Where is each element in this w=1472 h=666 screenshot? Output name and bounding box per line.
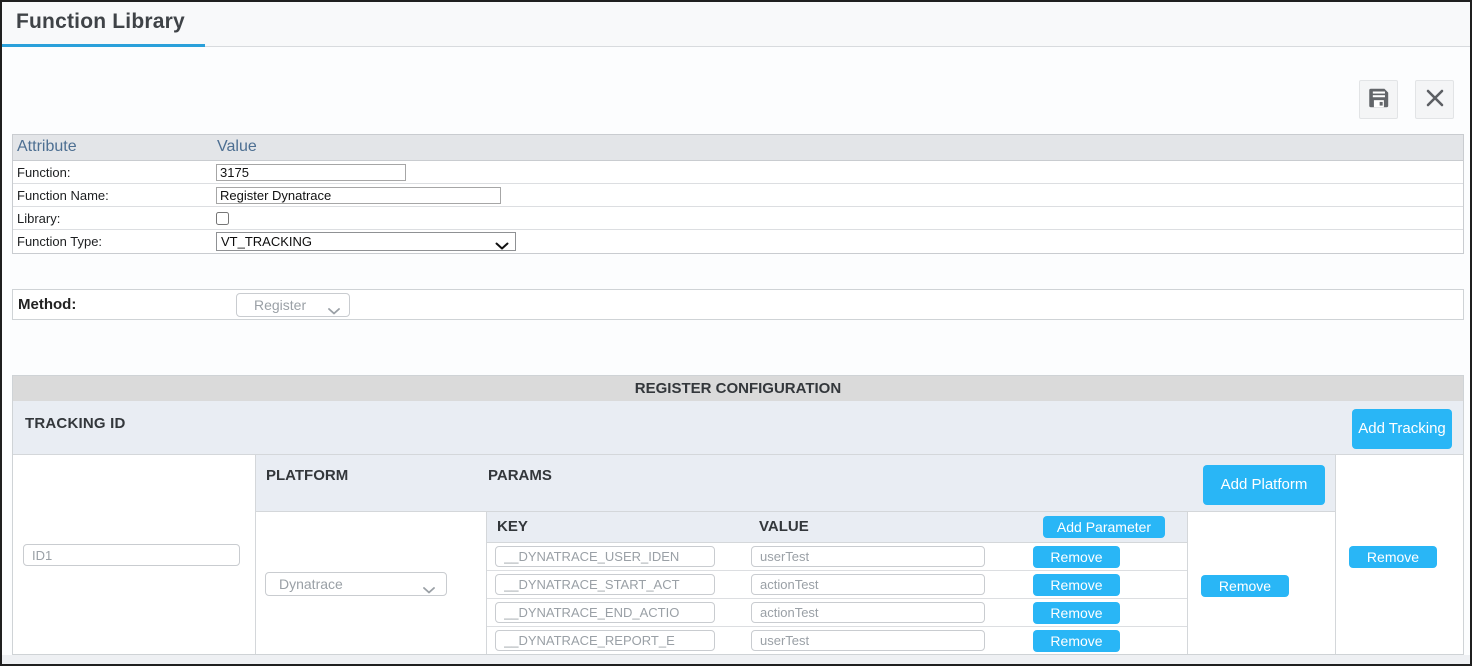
platform-remove-cell: Remove bbox=[1188, 512, 1336, 654]
remove-platform-button[interactable]: Remove bbox=[1201, 575, 1289, 597]
title-bar: Function Library bbox=[2, 2, 1470, 47]
param-row: Remove bbox=[487, 599, 1187, 627]
remove-parameter-button[interactable]: Remove bbox=[1033, 602, 1120, 624]
tracking-id-field[interactable] bbox=[23, 544, 240, 566]
param-key-field[interactable] bbox=[495, 574, 715, 595]
function-type-value: VT_TRACKING bbox=[221, 234, 313, 249]
param-value-field[interactable] bbox=[751, 602, 985, 623]
param-key-field[interactable] bbox=[495, 630, 715, 651]
close-button[interactable] bbox=[1415, 80, 1454, 119]
register-configuration-title: REGISTER CONFIGURATION bbox=[13, 376, 1463, 401]
param-row: Remove bbox=[487, 543, 1187, 571]
function-type-select[interactable]: VT_TRACKING bbox=[216, 232, 516, 251]
register-configuration-section: REGISTER CONFIGURATION TRACKING ID Add T… bbox=[12, 375, 1464, 655]
attributes-table-header: Attribute Value bbox=[13, 135, 1463, 161]
platform-block: PLATFORM PARAMS Add Platform Dynatrace bbox=[256, 455, 1336, 654]
function-type-label: Function Type: bbox=[17, 234, 103, 249]
function-id-field[interactable] bbox=[216, 163, 406, 181]
function-label: Function: bbox=[17, 164, 71, 180]
tracking-id-cell bbox=[13, 455, 256, 654]
chevron-down-icon bbox=[328, 302, 340, 318]
tracking-row: PLATFORM PARAMS Add Platform Dynatrace bbox=[13, 455, 1463, 654]
library-checkbox[interactable] bbox=[216, 211, 229, 225]
platform-select-value: Dynatrace bbox=[279, 576, 343, 592]
param-row: Remove bbox=[487, 571, 1187, 599]
table-row-library: Library: bbox=[13, 207, 1463, 230]
params-column-header: PARAMS bbox=[488, 467, 552, 484]
chevron-down-icon bbox=[423, 581, 435, 597]
params-table-header: KEY VALUE Add Parameter bbox=[487, 512, 1187, 543]
platform-row: Dynatrace KEY VALUE Add Parameter bbox=[256, 512, 1335, 654]
save-button[interactable] bbox=[1359, 80, 1398, 119]
remove-parameter-button[interactable]: Remove bbox=[1033, 574, 1120, 596]
function-name-field[interactable] bbox=[216, 186, 501, 204]
param-key-field[interactable] bbox=[495, 602, 715, 623]
tracking-id-header: TRACKING ID bbox=[13, 401, 1463, 455]
function-name-label: Function Name: bbox=[17, 187, 109, 203]
platform-header-row: PLATFORM PARAMS Add Platform bbox=[256, 455, 1335, 512]
table-row-function-type: Function Type: VT_TRACKING bbox=[13, 230, 1463, 253]
params-table: KEY VALUE Add Parameter Remove bbox=[487, 512, 1188, 654]
param-key-field[interactable] bbox=[495, 546, 715, 567]
table-row-function: Function: bbox=[13, 161, 1463, 184]
remove-parameter-button[interactable]: Remove bbox=[1033, 546, 1120, 568]
method-label: Method: bbox=[18, 296, 77, 313]
tracking-remove-cell: Remove bbox=[1336, 455, 1465, 654]
chevron-down-icon bbox=[495, 238, 509, 253]
add-platform-button[interactable]: Add Platform bbox=[1203, 465, 1325, 505]
add-tracking-button[interactable]: Add Tracking bbox=[1352, 409, 1452, 449]
page-title: Function Library bbox=[16, 10, 185, 33]
method-section: Method: Register bbox=[12, 289, 1464, 320]
save-icon bbox=[1366, 85, 1392, 114]
param-row: Remove bbox=[487, 627, 1187, 655]
method-value: Register bbox=[254, 297, 307, 313]
platform-column-header: PLATFORM bbox=[266, 467, 349, 484]
remove-tracking-button[interactable]: Remove bbox=[1349, 546, 1437, 568]
attributes-table: Attribute Value Function: Function Name:… bbox=[12, 134, 1464, 254]
platform-select-cell: Dynatrace bbox=[256, 512, 487, 654]
library-label: Library: bbox=[17, 210, 61, 226]
value-column-header: VALUE bbox=[759, 518, 809, 535]
param-value-field[interactable] bbox=[751, 546, 985, 567]
key-column-header: KEY bbox=[497, 518, 528, 535]
param-value-field[interactable] bbox=[751, 630, 985, 651]
add-parameter-button[interactable]: Add Parameter bbox=[1043, 516, 1165, 538]
active-tab-underline bbox=[2, 44, 205, 47]
tracking-id-title: TRACKING ID bbox=[25, 415, 126, 432]
platform-select[interactable]: Dynatrace bbox=[265, 572, 447, 596]
method-select[interactable]: Register bbox=[236, 293, 350, 317]
attribute-column-header: Attribute bbox=[17, 138, 77, 155]
table-row-function-name: Function Name: bbox=[13, 184, 1463, 207]
remove-parameter-button[interactable]: Remove bbox=[1033, 630, 1120, 652]
param-value-field[interactable] bbox=[751, 574, 985, 595]
bottom-strip bbox=[2, 655, 1470, 664]
value-column-header: Value bbox=[217, 138, 257, 155]
close-icon bbox=[1423, 86, 1447, 113]
